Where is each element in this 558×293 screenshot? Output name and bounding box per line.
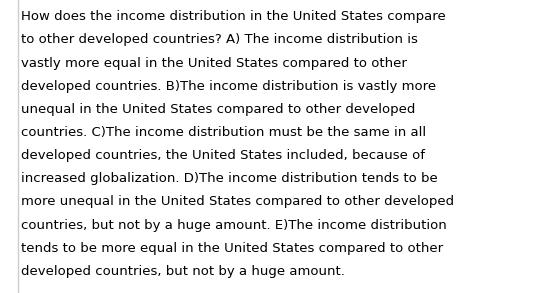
Text: developed countries, but not by a huge amount.: developed countries, but not by a huge a… [21, 265, 345, 278]
Text: vastly more equal in the United States compared to other: vastly more equal in the United States c… [21, 57, 407, 69]
Text: countries, but not by a huge amount. E)The income distribution: countries, but not by a huge amount. E)T… [21, 219, 447, 231]
Text: increased globalization. D)The income distribution tends to be: increased globalization. D)The income di… [21, 172, 438, 185]
Text: tends to be more equal in the United States compared to other: tends to be more equal in the United Sta… [21, 242, 443, 255]
Text: developed countries. B)The income distribution is vastly more: developed countries. B)The income distri… [21, 80, 436, 93]
Text: more unequal in the United States compared to other developed: more unequal in the United States compar… [21, 195, 454, 208]
Text: to other developed countries? A) The income distribution is: to other developed countries? A) The inc… [21, 33, 418, 46]
Text: developed countries, the United States included, because of: developed countries, the United States i… [21, 149, 425, 162]
Text: unequal in the United States compared to other developed: unequal in the United States compared to… [21, 103, 416, 116]
Text: countries. C)The income distribution must be the same in all: countries. C)The income distribution mus… [21, 126, 426, 139]
Text: How does the income distribution in the United States compare: How does the income distribution in the … [21, 10, 446, 23]
